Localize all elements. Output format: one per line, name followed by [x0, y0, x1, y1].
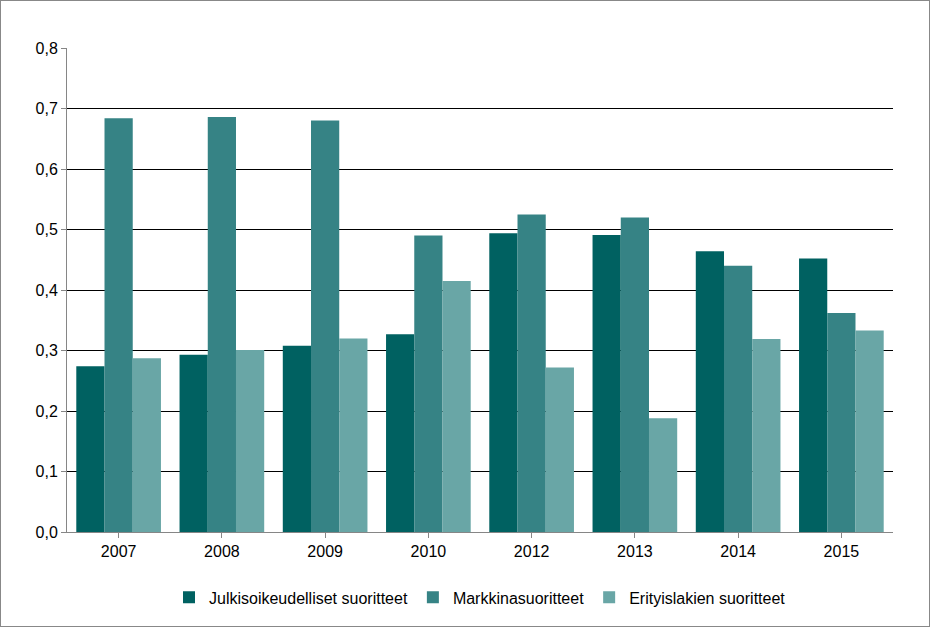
svg-text:0,8: 0,8 — [36, 40, 58, 57]
svg-text:2008: 2008 — [204, 543, 240, 560]
svg-text:2007: 2007 — [101, 543, 137, 560]
svg-text:0,4: 0,4 — [36, 282, 58, 299]
svg-text:2013: 2013 — [617, 543, 653, 560]
svg-text:0,1: 0,1 — [36, 463, 58, 480]
svg-text:0,0: 0,0 — [36, 524, 58, 541]
svg-text:2009: 2009 — [307, 543, 343, 560]
svg-text:Markkinasuoritteet: Markkinasuoritteet — [453, 590, 584, 607]
svg-text:2010: 2010 — [411, 543, 447, 560]
svg-text:Julkisoikeudelliset suoritteet: Julkisoikeudelliset suoritteet — [209, 590, 408, 607]
svg-text:2015: 2015 — [824, 543, 860, 560]
svg-text:0,2: 0,2 — [36, 403, 58, 420]
svg-text:2012: 2012 — [514, 543, 550, 560]
svg-text:2014: 2014 — [720, 543, 756, 560]
svg-text:0,6: 0,6 — [36, 161, 58, 178]
svg-text:0,7: 0,7 — [36, 100, 58, 117]
svg-text:0,3: 0,3 — [36, 342, 58, 359]
svg-text:0,5: 0,5 — [36, 221, 58, 238]
svg-text:Erityislakien suoritteet: Erityislakien suoritteet — [629, 590, 785, 607]
